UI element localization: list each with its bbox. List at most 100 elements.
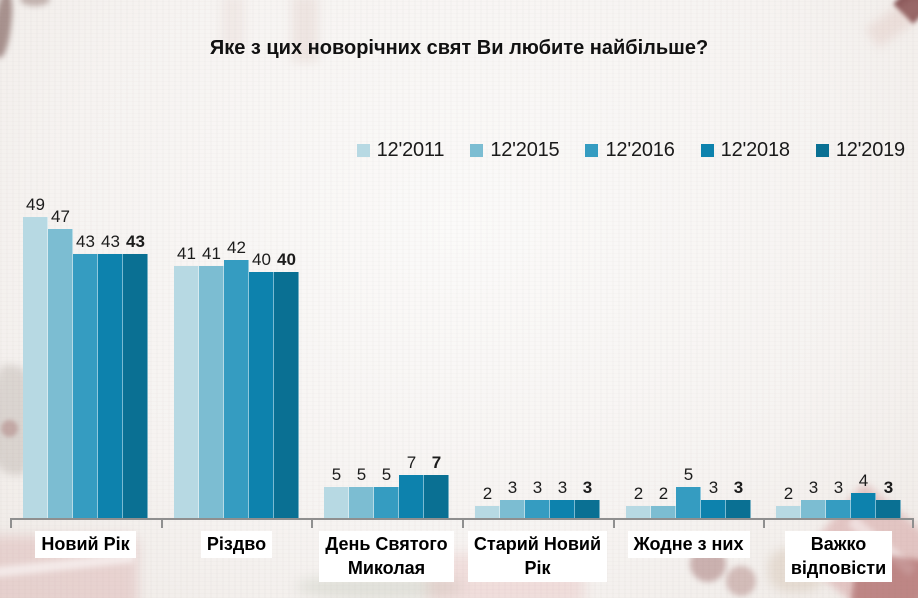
- bar-value-label: 2: [482, 484, 493, 503]
- category-cell-5: Важко відповісти: [763, 531, 914, 582]
- bar-12'2018-0: [98, 254, 123, 518]
- bar-value-label: 2: [658, 484, 669, 503]
- legend-swatch-icon: [815, 144, 829, 157]
- bar-12'2019-1: [274, 272, 299, 518]
- bar-12'2019-5: [876, 500, 901, 518]
- legend-label: 12'2016: [605, 139, 675, 161]
- chart-title: Яке з цих новорічних свят Ви любите найб…: [209, 37, 709, 59]
- bar-12'2018-1: [249, 272, 274, 518]
- legend-swatch-icon: [585, 144, 599, 157]
- legend-item-0: 12'2011: [356, 139, 445, 162]
- bar-12'2011-3: [475, 506, 500, 518]
- bar-12'2016-3: [525, 500, 550, 518]
- bar-12'2015-1: [199, 266, 224, 518]
- bar-12'2015-0: [48, 229, 73, 518]
- bar-12'2016-2: [374, 487, 399, 518]
- bar-value-label: 3: [582, 478, 593, 497]
- bar-12'2016-4: [676, 487, 701, 518]
- category-label: Новий Рік: [35, 531, 136, 558]
- bar-12'2011-5: [776, 506, 801, 518]
- bar-value-label: 43: [126, 232, 145, 251]
- bar-value-label: 2: [783, 484, 794, 503]
- legend-item-2: 12'2016: [585, 139, 675, 162]
- bar-value-label: 3: [532, 478, 543, 497]
- category-label: Старий Новий Рік: [467, 531, 608, 582]
- bar-12'2015-3: [500, 500, 525, 518]
- bar-12'2018-5: [851, 493, 876, 518]
- axis-tick: [10, 520, 12, 528]
- bar-value-label: 3: [833, 478, 844, 497]
- bar-value-label: 7: [431, 453, 442, 472]
- bar-12'2016-5: [826, 500, 851, 518]
- bar-12'2018-2: [399, 475, 424, 518]
- legend-label: 12'2018: [720, 139, 790, 161]
- category-label: Жодне з них: [627, 531, 750, 558]
- axis-tick: [763, 520, 765, 528]
- legend-item-1: 12'2015: [470, 139, 560, 162]
- bar-value-label: 43: [76, 232, 95, 251]
- axis-tick: [912, 520, 914, 528]
- category-cell-0: Новий Рік: [10, 531, 161, 558]
- bar-12'2015-2: [349, 487, 374, 518]
- bar-value-label: 41: [177, 244, 196, 263]
- bar-value-label: 7: [406, 453, 417, 472]
- bar-value-label: 5: [356, 465, 367, 484]
- bar-12'2019-4: [726, 500, 751, 518]
- bar-12'2019-3: [575, 500, 600, 518]
- category-cell-1: Різдво: [161, 531, 312, 558]
- legend-swatch-icon: [700, 144, 714, 157]
- legend-label: 12'2015: [490, 139, 560, 161]
- bar-12'2011-1: [174, 266, 199, 518]
- bar-value-label: 5: [381, 465, 392, 484]
- bar-value-label: 47: [51, 207, 70, 226]
- bar-value-label: 5: [331, 465, 342, 484]
- bar-12'2015-5: [801, 500, 826, 518]
- bar-value-label: 4: [858, 471, 869, 490]
- bar-12'2011-4: [626, 506, 651, 518]
- bar-12'2011-0: [23, 217, 48, 518]
- legend-item-4: 12'2019: [815, 139, 905, 162]
- axis-tick: [613, 520, 615, 528]
- bar-value-label: 5: [683, 465, 694, 484]
- category-label: Важко відповісти: [784, 531, 893, 582]
- bar-value-label: 2: [633, 484, 644, 503]
- bar-12'2011-2: [324, 487, 349, 518]
- legend: 12'2011 12'2015 12'2016 12'2018 12'2019: [356, 139, 905, 162]
- bar-value-label: 3: [808, 478, 819, 497]
- axis-tick: [462, 520, 464, 528]
- legend-swatch-icon: [470, 144, 484, 157]
- legend-label: 12'2011: [376, 139, 445, 161]
- bar-value-label: 40: [277, 250, 296, 269]
- category-cell-4: Жодне з них: [613, 531, 764, 558]
- legend-item-3: 12'2018: [700, 139, 790, 162]
- bar-12'2015-4: [651, 506, 676, 518]
- bar-value-label: 3: [733, 478, 744, 497]
- bar-12'2018-3: [550, 500, 575, 518]
- bar-12'2016-1: [224, 260, 249, 518]
- bar-value-label: 3: [708, 478, 719, 497]
- bar-value-label: 3: [557, 478, 568, 497]
- category-label: День Святого Миколая: [319, 531, 454, 582]
- category-axis-labels: Новий Рік Різдво День Святого Миколая Стари…: [10, 531, 914, 591]
- legend-label: 12'2019: [835, 139, 905, 161]
- bar-value-label: 3: [883, 478, 894, 497]
- category-cell-2: День Святого Миколая: [311, 531, 462, 582]
- bar-chart: 49 47 43 43 43 41 41 42 40 40 5 5 5 7 7 2 3 3 3 3 2 2 5 3 3 2 3 3 4 3: [10, 0, 914, 528]
- category-cell-3: Старий Новий Рік: [462, 531, 613, 582]
- bar-12'2019-2: [424, 475, 449, 518]
- category-label: Різдво: [200, 531, 273, 558]
- legend-swatch-icon: [356, 144, 370, 157]
- bar-value-label: 40: [252, 250, 271, 269]
- bar-value-label: 42: [227, 238, 246, 257]
- axis-tick: [311, 520, 313, 528]
- bar-value-label: 41: [202, 244, 221, 263]
- bar-value-label: 43: [101, 232, 120, 251]
- bar-12'2016-0: [73, 254, 98, 518]
- axis-tick: [161, 520, 163, 528]
- bar-12'2019-0: [123, 254, 148, 518]
- bar-value-label: 3: [507, 478, 518, 497]
- bar-value-label: 49: [26, 195, 45, 214]
- x-axis-line: [10, 518, 914, 520]
- bar-12'2018-4: [701, 500, 726, 518]
